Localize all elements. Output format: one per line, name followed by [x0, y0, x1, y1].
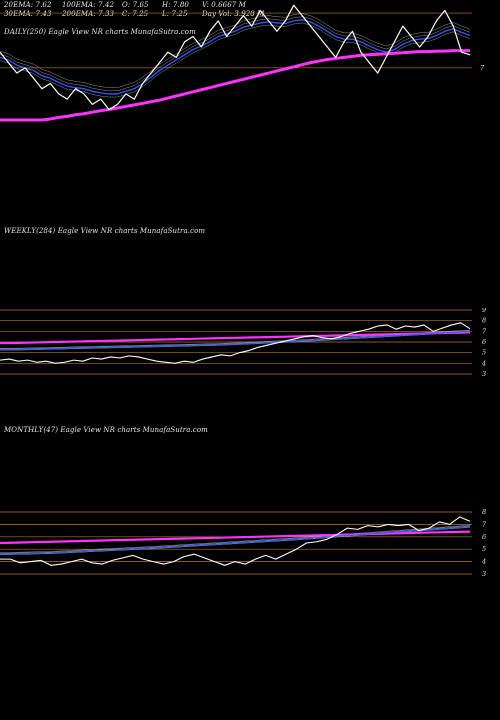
y-tick-label: 8: [482, 508, 486, 516]
daily-chart: 7: [0, 4, 485, 122]
slow-ema-line: [0, 331, 471, 345]
fast-ema-line: [0, 330, 471, 351]
ema-envelope-line: [0, 524, 471, 553]
y-tick-label: 4: [481, 558, 486, 566]
volume-readout: V: 0.6667 M: [202, 1, 246, 9]
y-tick-label: 3: [482, 370, 486, 378]
weekly-panel-label: WEEKLY(284) Eagle View NR charts MunafaS…: [4, 227, 206, 235]
y-tick-label: 4: [481, 359, 486, 367]
y-tick-label: 8: [482, 317, 486, 325]
day-volume-readout: Day Vol: 3.928 M: [202, 10, 265, 18]
weekly-chart: 9 8 7 6 5 4 3: [0, 308, 487, 378]
y-tick-label: 3: [482, 570, 486, 578]
price-line: [0, 4, 471, 111]
slow-ema-line: [0, 49, 470, 122]
price-line: [0, 322, 471, 364]
close-readout: C: 7.25: [122, 10, 149, 18]
monthly-panel-label: MONTHLY(47) Eagle View NR charts MunafaS…: [4, 426, 208, 434]
y-tick-label: 6: [482, 338, 486, 346]
ema-envelope-line: [0, 525, 471, 554]
ema-envelope-line: [0, 331, 471, 351]
y-tick-label: 6: [482, 533, 486, 541]
fast-ema-line: [0, 526, 471, 555]
ema-envelope-line: [0, 329, 471, 349]
daily-panel-label: DAILY(250) Eagle View NR charts MunafaSu…: [4, 28, 196, 36]
price-line: [0, 516, 471, 566]
ema20-readout: 20EMA: 7.62: [4, 1, 52, 9]
y-tick-label: 7: [480, 64, 485, 72]
ema-envelope-line: [0, 13, 471, 88]
low-readout: L: 7.25: [162, 10, 188, 18]
slow-ema-line: [0, 530, 471, 545]
ema100-readout: 100EMA: 7.42: [62, 1, 115, 9]
fast-ema-line: [0, 19, 471, 95]
y-tick-label: 5: [482, 545, 486, 553]
high-readout: H: 7.80: [162, 1, 189, 9]
y-tick-label: 9: [482, 308, 486, 314]
y-tick-label: 7: [482, 327, 487, 335]
monthly-chart: 8 7 6 5 4 3: [0, 508, 487, 578]
ema200-readout: 200EMA: 7.33: [62, 10, 115, 18]
open-readout: O: 7.65: [122, 1, 149, 9]
ema30-readout: 30EMA: 7.43: [4, 10, 52, 18]
y-tick-label: 7: [482, 520, 487, 528]
y-tick-label: 5: [482, 349, 486, 357]
